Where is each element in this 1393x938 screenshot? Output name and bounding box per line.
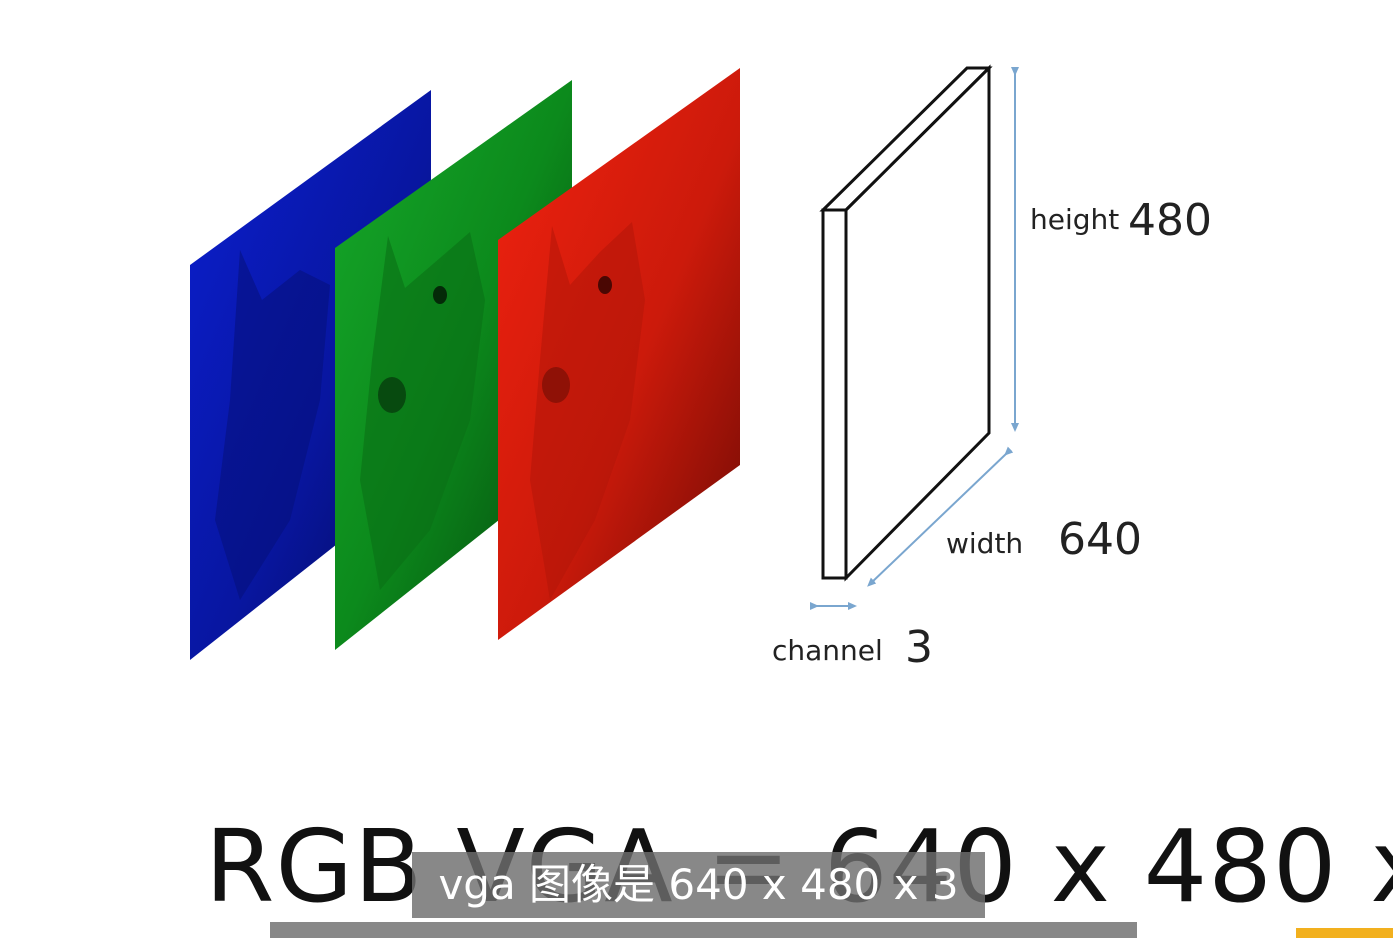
corner-tab xyxy=(1296,928,1393,938)
tensor-box-front xyxy=(821,208,848,580)
height-value: 480 xyxy=(1128,195,1212,246)
channel-value: 3 xyxy=(905,622,933,673)
subtitle-caption: vga 图像是 640 x 480 x 3 xyxy=(412,852,985,918)
channel-label: channel xyxy=(772,634,883,667)
width-value: 640 xyxy=(1058,514,1142,565)
height-label: height xyxy=(1030,203,1119,236)
width-arrow xyxy=(867,446,1014,587)
subtitle-next-line xyxy=(270,922,1137,938)
tensor-box-side xyxy=(844,64,991,582)
width-label: width xyxy=(946,527,1023,560)
red-channel-layer xyxy=(498,68,740,640)
tensor-box xyxy=(819,64,993,582)
